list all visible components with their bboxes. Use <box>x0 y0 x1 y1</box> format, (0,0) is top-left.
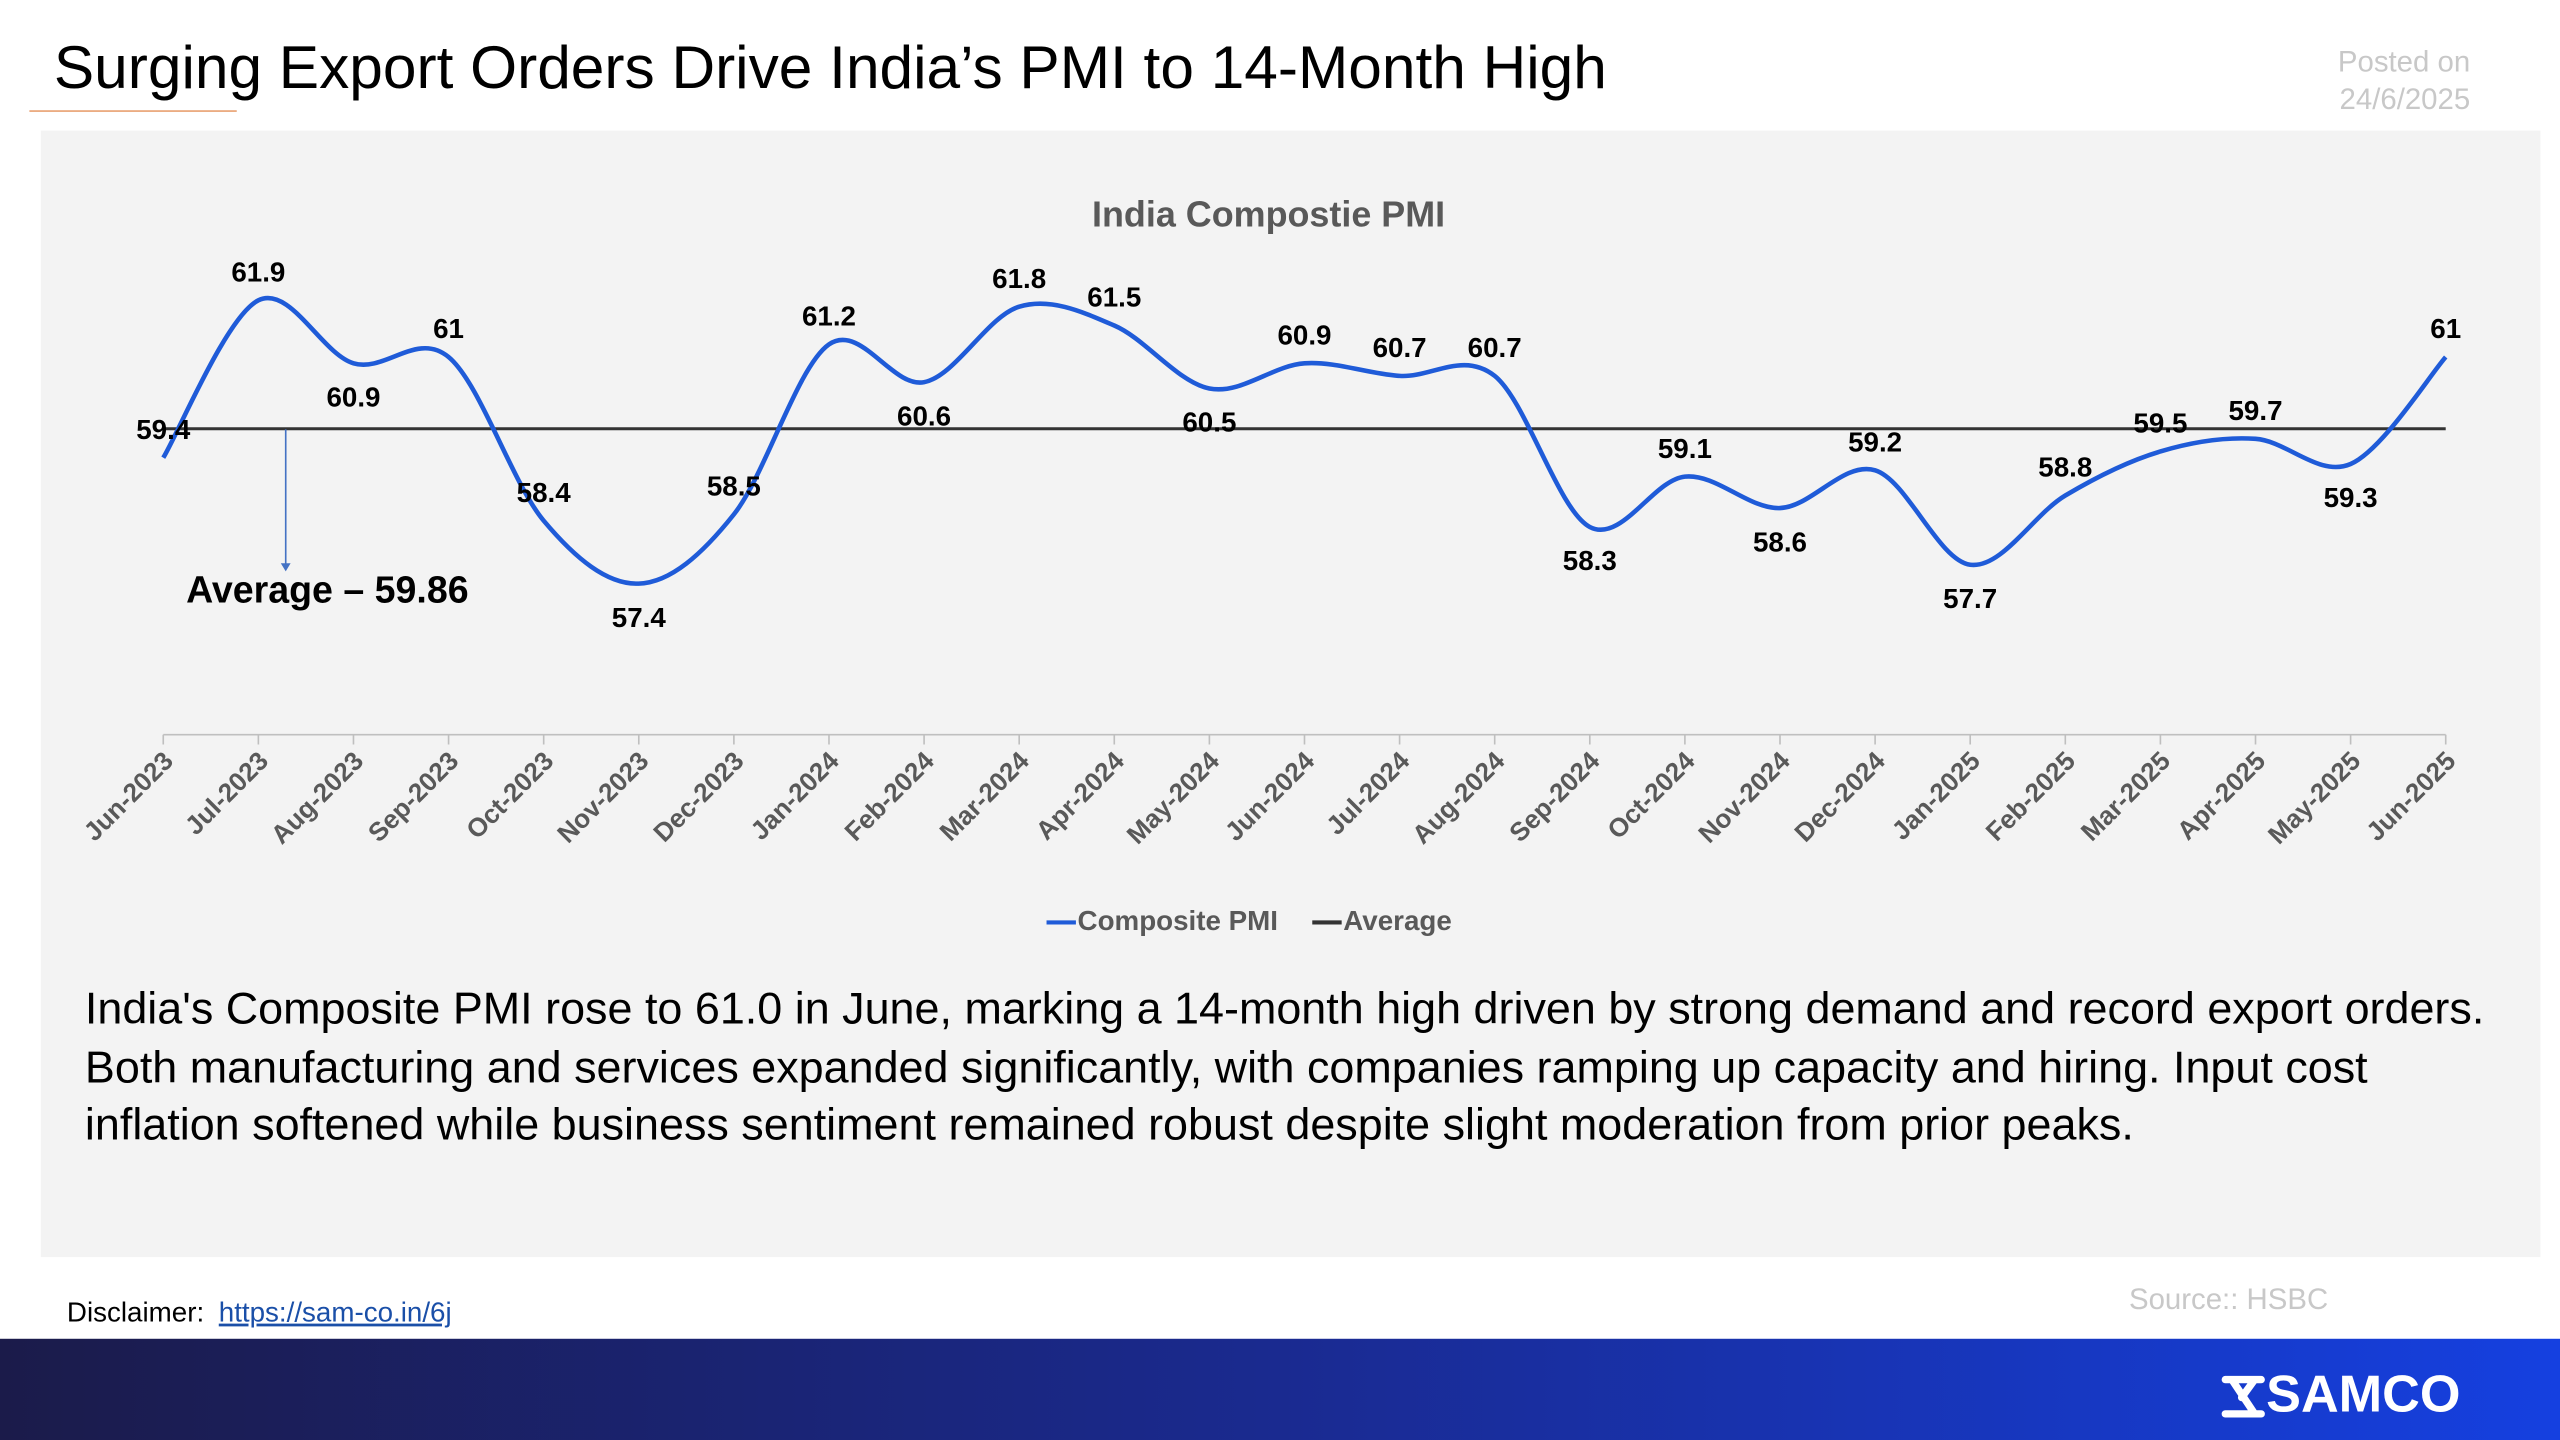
data-label: 60.9 <box>1277 320 1331 351</box>
data-label: 59.4 <box>136 414 191 445</box>
legend-label: Average <box>1343 905 1452 936</box>
data-label: 61.2 <box>802 301 856 332</box>
legend-label: Composite PMI <box>1078 905 1278 936</box>
brand-icon <box>2221 1375 2265 1418</box>
data-label: 58.6 <box>1753 526 1807 557</box>
average-annotation: Average – 59.86 <box>186 569 468 611</box>
data-label: 59.2 <box>1848 427 1902 458</box>
data-label: 58.4 <box>517 477 572 508</box>
data-label: 59.5 <box>2133 408 2187 439</box>
arrow-head <box>280 563 291 572</box>
data-label: 60.7 <box>1468 332 1522 363</box>
data-label: 60.7 <box>1373 332 1427 363</box>
data-label: 60.6 <box>897 400 951 431</box>
disclaimer-link[interactable]: https://sam-co.in/6j <box>219 1297 452 1328</box>
source: Source:: HSBC <box>2129 1283 2328 1316</box>
data-label: 61.5 <box>1087 282 1141 313</box>
brand-logo: SAMCO <box>2266 1365 2460 1423</box>
data-label: 61.9 <box>231 257 285 288</box>
page-title: Surging Export Orders Drive India’s PMI … <box>54 33 1607 101</box>
chart-title: India Compostie PMI <box>1092 194 1445 235</box>
posted-date: 24/6/2025 <box>2340 83 2471 116</box>
posted-label: Posted on <box>2338 45 2470 78</box>
data-label: 61 <box>433 313 464 344</box>
data-label: 59.3 <box>2324 482 2378 513</box>
pmi-line <box>161 295 2448 586</box>
data-label: 57.7 <box>1943 583 1997 614</box>
data-label: 59.7 <box>2229 395 2283 426</box>
body-text: India's Composite PMI rose to 61.0 in Ju… <box>84 982 2485 1150</box>
data-label: 58.8 <box>2038 452 2092 483</box>
footer-band <box>0 1338 2560 1440</box>
data-label: 58.3 <box>1563 545 1617 576</box>
body-text-box: India's Composite PMI rose to 61.0 in Ju… <box>84 982 2485 1150</box>
chart-panel <box>40 130 2541 1258</box>
data-label: 57.4 <box>612 602 667 633</box>
data-label: 58.5 <box>707 471 761 502</box>
data-label: 60.5 <box>1182 407 1236 438</box>
data-label: 61.8 <box>992 263 1046 294</box>
data-label: 61 <box>2430 313 2461 344</box>
disclaimer-label: Disclaimer: <box>67 1297 204 1328</box>
data-label: 59.1 <box>1658 433 1712 464</box>
data-label: 60.9 <box>326 382 380 413</box>
